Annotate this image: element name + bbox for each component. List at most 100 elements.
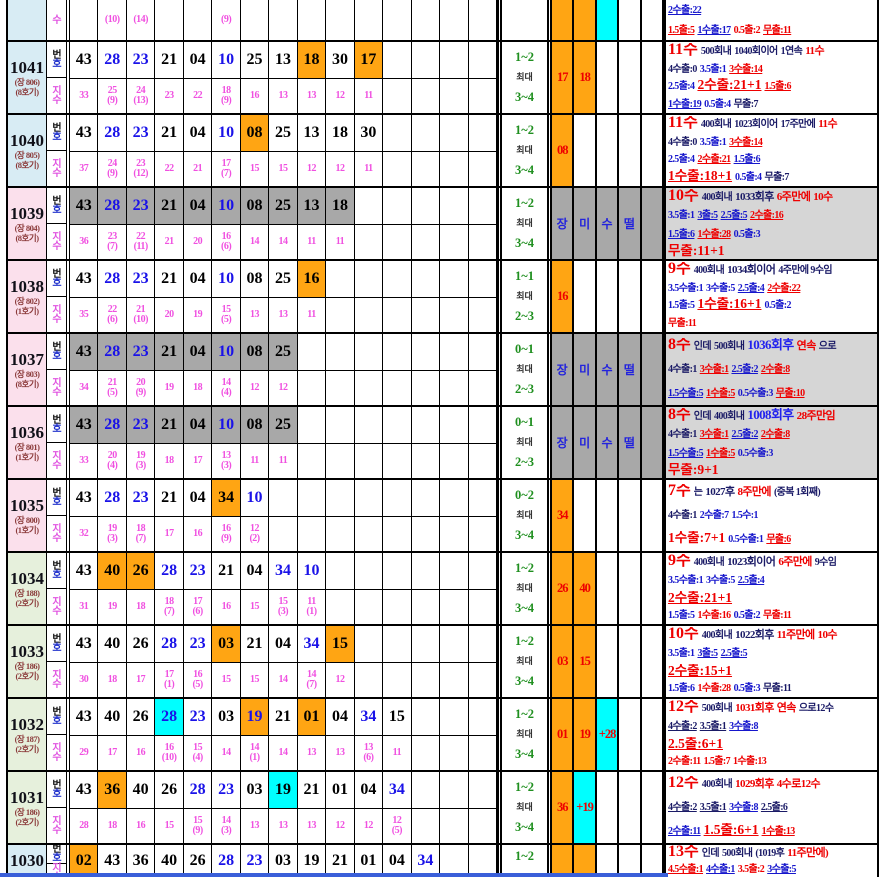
analysis-note[interactable]: 11수 500회내 1040회이어 1연속 11수 4수출:0 3.5출:1 3수출:14 2.…: [664, 42, 877, 113]
ball-number-cell[interactable]: 23: [127, 480, 156, 516]
highlight-cell[interactable]: [597, 626, 620, 697]
highlight-cell[interactable]: 떨: [619, 334, 642, 405]
count-cell[interactable]: 14 (1): [241, 736, 270, 770]
count-cell[interactable]: [440, 225, 469, 259]
highlight-cell[interactable]: [552, 0, 575, 40]
ball-number-cell[interactable]: 40: [98, 699, 127, 735]
count-cell[interactable]: 14 (7): [298, 663, 327, 697]
count-cell[interactable]: 21 (10): [127, 298, 156, 332]
count-cell[interactable]: 13: [241, 809, 270, 843]
count-cell[interactable]: 18: [98, 663, 127, 697]
count-cell[interactable]: 14: [212, 736, 241, 770]
ball-number-cell[interactable]: 21: [155, 480, 184, 516]
highlight-cell[interactable]: 18: [574, 42, 597, 113]
count-cell[interactable]: [469, 517, 498, 551]
ball-number-cell[interactable]: 23: [184, 553, 213, 589]
ball-number-cell[interactable]: 03: [212, 699, 241, 735]
ball-number-cell[interactable]: 43: [70, 115, 99, 151]
ball-number-cell[interactable]: 26: [184, 845, 213, 876]
count-cell[interactable]: [383, 152, 412, 186]
ball-number-cell[interactable]: [326, 407, 355, 443]
ball-number-cell[interactable]: 10: [212, 407, 241, 443]
count-cell[interactable]: 11: [383, 736, 412, 770]
ball-number-cell[interactable]: 08: [240, 334, 270, 370]
count-cell[interactable]: 14: [269, 225, 298, 259]
ball-number-cell[interactable]: [383, 407, 412, 443]
ball-number-cell[interactable]: 23: [126, 334, 156, 370]
range-cell[interactable]: 0~2 최대 3~4: [497, 480, 552, 551]
ball-number-cell[interactable]: 10: [212, 188, 241, 224]
highlight-cell[interactable]: 19: [574, 699, 597, 770]
count-cell[interactable]: 35: [70, 298, 99, 332]
ball-number-cell[interactable]: [298, 480, 327, 516]
highlight-cell[interactable]: [552, 845, 575, 877]
ball-number-cell[interactable]: 28: [98, 42, 127, 78]
ball-number-cell[interactable]: [440, 42, 469, 78]
count-cell[interactable]: 19: [98, 590, 127, 624]
ball-number-cell[interactable]: [412, 772, 441, 808]
range-cell[interactable]: 1~1 최대 2~3: [497, 261, 552, 332]
count-cell[interactable]: 11: [298, 298, 327, 332]
count-cell[interactable]: 34: [70, 371, 99, 405]
count-cell[interactable]: [469, 225, 498, 259]
ball-number-cell[interactable]: 28: [98, 115, 127, 151]
count-cell[interactable]: 19 (3): [98, 517, 127, 551]
count-cell[interactable]: 22: [184, 79, 213, 113]
count-cell[interactable]: 17 (7): [212, 152, 241, 186]
ball-number-cell[interactable]: 25: [241, 42, 270, 78]
count-cell[interactable]: 17: [155, 517, 184, 551]
ball-number-cell[interactable]: 08: [240, 115, 270, 151]
highlight-cell[interactable]: [641, 407, 665, 478]
ball-number-cell[interactable]: 28: [184, 772, 213, 808]
ball-number-cell[interactable]: [383, 42, 412, 78]
ball-number-cell[interactable]: 21: [326, 845, 355, 876]
ball-number-cell[interactable]: 23: [241, 845, 270, 876]
count-cell[interactable]: 18 (9): [212, 79, 241, 113]
count-cell[interactable]: 23 (12): [127, 152, 156, 186]
count-cell[interactable]: 23: [155, 79, 184, 113]
count-cell[interactable]: [298, 371, 327, 405]
ball-number-cell[interactable]: 03: [269, 845, 298, 876]
count-cell[interactable]: 16 (6): [212, 225, 241, 259]
highlight-cell[interactable]: 떨: [619, 188, 642, 259]
ball-number-cell[interactable]: 30: [355, 115, 384, 151]
round-label-cell[interactable]: 1041 (장 806) (8호기): [8, 42, 47, 113]
ball-number-cell[interactable]: [326, 334, 355, 370]
count-cell[interactable]: 18: [98, 809, 127, 843]
count-cell[interactable]: 29: [70, 736, 99, 770]
ball-number-cell[interactable]: 10: [212, 115, 241, 151]
ball-number-cell[interactable]: [383, 115, 412, 151]
ball-number-cell[interactable]: [469, 699, 498, 735]
count-cell[interactable]: [469, 809, 498, 843]
ball-number-cell[interactable]: [383, 188, 412, 224]
ball-number-cell[interactable]: 01: [297, 699, 327, 735]
ball-number-cell[interactable]: 25: [269, 407, 298, 443]
range-cell[interactable]: 1~2: [497, 845, 552, 877]
count-cell[interactable]: 36: [70, 225, 99, 259]
count-cell[interactable]: 28: [70, 809, 99, 843]
count-cell[interactable]: 11: [355, 79, 384, 113]
highlight-cell[interactable]: 미: [574, 407, 597, 478]
highlight-cell[interactable]: +19: [574, 772, 597, 843]
count-cell[interactable]: 12: [326, 663, 355, 697]
count-cell[interactable]: 19 (3): [127, 444, 156, 478]
count-cell[interactable]: 16: [241, 79, 270, 113]
count-cell[interactable]: [383, 225, 412, 259]
highlight-cell[interactable]: [642, 772, 665, 843]
ball-number-cell[interactable]: [269, 480, 298, 516]
ball-number-cell[interactable]: [355, 188, 384, 224]
count-cell[interactable]: 13: [298, 809, 327, 843]
count-cell[interactable]: [383, 298, 412, 332]
count-cell[interactable]: [412, 809, 441, 843]
count-cell[interactable]: [383, 371, 412, 405]
count-cell[interactable]: 11: [298, 225, 327, 259]
ball-number-cell[interactable]: 34: [412, 845, 441, 876]
ball-number-cell[interactable]: 16: [297, 261, 327, 297]
count-cell[interactable]: 14 (4): [212, 371, 241, 405]
highlight-cell[interactable]: 수: [596, 407, 620, 478]
ball-number-cell[interactable]: 21: [155, 42, 184, 78]
highlight-cell[interactable]: 16: [552, 261, 575, 332]
highlight-cell[interactable]: 떨: [619, 407, 642, 478]
count-cell[interactable]: (9): [212, 0, 241, 40]
highlight-cell[interactable]: 장: [552, 407, 575, 478]
